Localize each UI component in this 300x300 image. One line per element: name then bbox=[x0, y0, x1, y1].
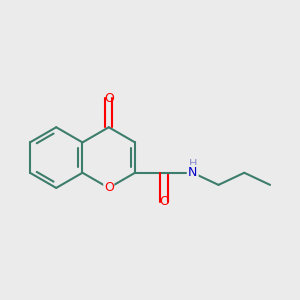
Text: O: O bbox=[104, 182, 114, 194]
Text: N: N bbox=[188, 166, 197, 179]
Text: O: O bbox=[159, 195, 169, 208]
Text: O: O bbox=[104, 92, 114, 105]
Text: H: H bbox=[188, 159, 197, 169]
